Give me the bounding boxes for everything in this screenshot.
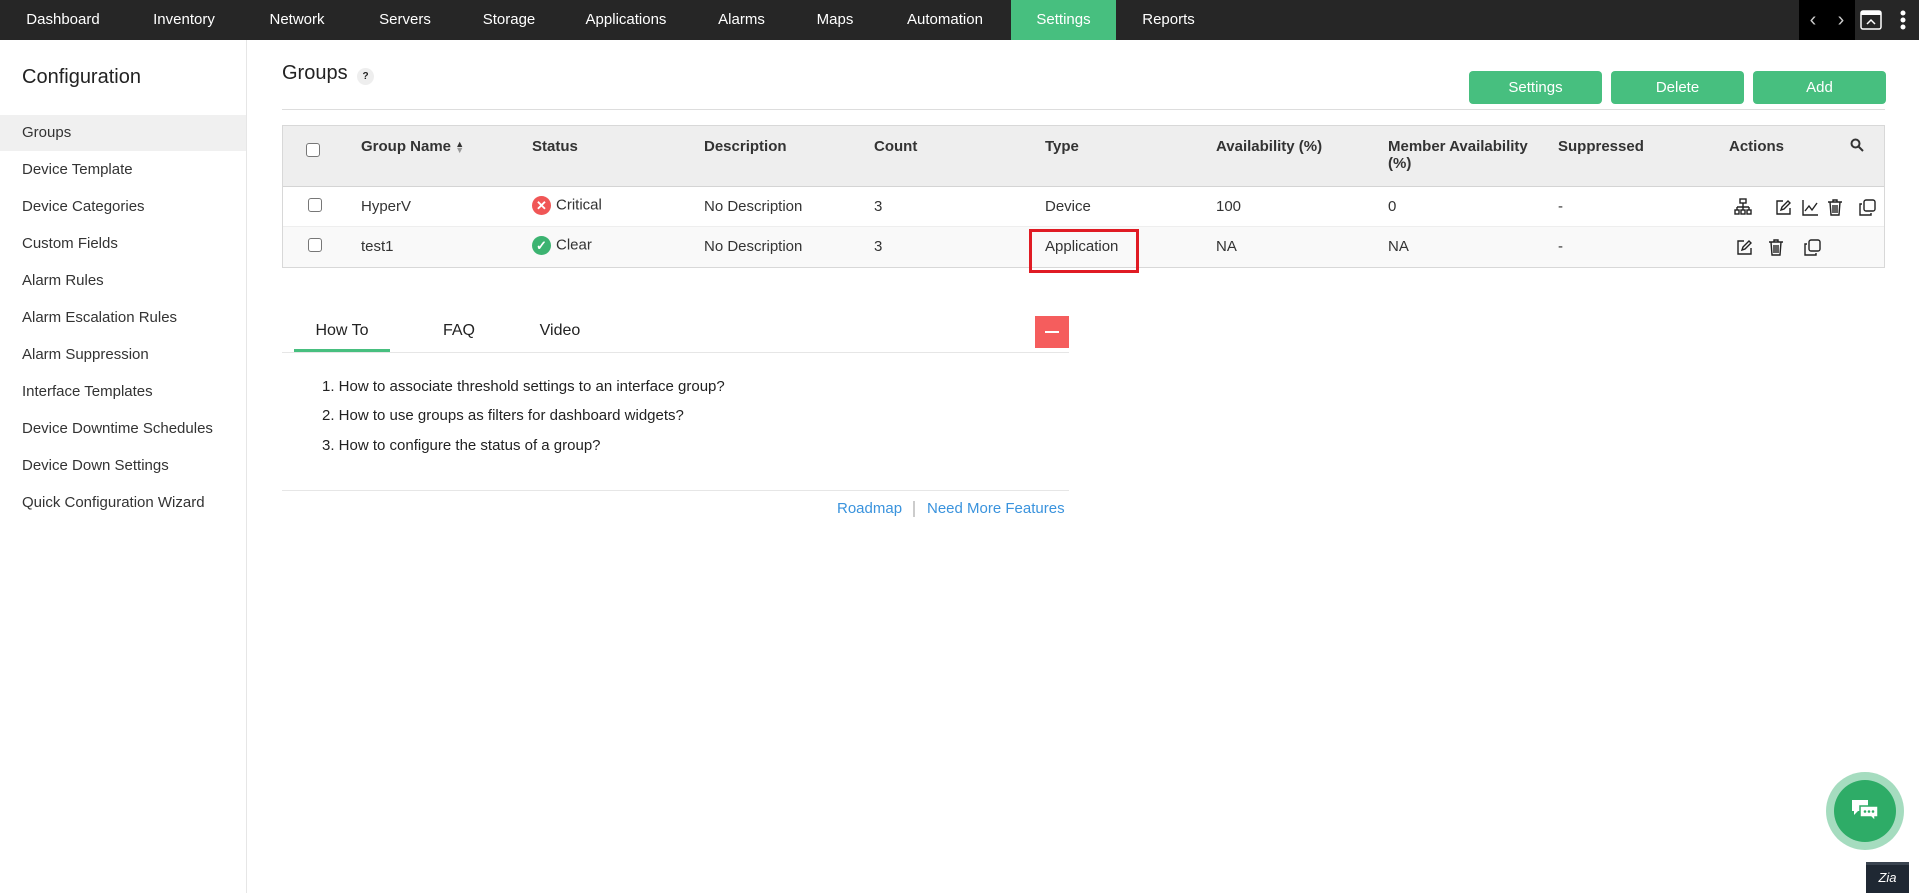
check-icon: ✓ xyxy=(532,236,551,255)
roadmap-link[interactable]: Roadmap xyxy=(837,500,903,517)
group-name[interactable]: test1 xyxy=(361,238,394,255)
sidebar-item-device-downtime-schedules[interactable]: Device Downtime Schedules xyxy=(22,420,213,437)
zia-button[interactable]: Zia xyxy=(1866,862,1909,893)
chat-icon xyxy=(1834,780,1896,842)
sort-icon: ▲ ▼ xyxy=(455,139,465,156)
trash-icon[interactable] xyxy=(1825,197,1845,217)
highlight-box xyxy=(1029,229,1139,273)
sidebar-item-alarm-rules[interactable]: Alarm Rules xyxy=(22,272,104,289)
sidebar-item-quick-configuration-wizard[interactable]: Quick Configuration Wizard xyxy=(22,494,205,511)
nav-automation[interactable]: Automation xyxy=(907,11,983,28)
row-checkbox[interactable] xyxy=(308,238,322,252)
status: ✕ Critical xyxy=(532,196,602,215)
col-description: Description xyxy=(704,138,787,155)
nav-settings[interactable]: Settings xyxy=(1011,0,1116,40)
help-item[interactable]: 2. How to use groups as filters for dash… xyxy=(322,407,684,424)
chat-button[interactable] xyxy=(1826,772,1904,850)
trash-icon[interactable] xyxy=(1766,237,1786,257)
col-member-availability: Member Availability (%) xyxy=(1388,138,1528,172)
groups-table: Group Name ▲ ▼ Status Description Count T… xyxy=(282,125,1885,268)
col-status: Status xyxy=(532,138,578,155)
copy-icon[interactable] xyxy=(1802,237,1822,257)
sidebar: Configuration Groups Device Template Dev… xyxy=(0,40,247,893)
nav-storage[interactable]: Storage xyxy=(482,11,536,28)
group-name[interactable]: HyperV xyxy=(361,198,412,215)
sidebar-item-groups[interactable]: Groups xyxy=(0,115,246,151)
col-type: Type xyxy=(1045,138,1079,155)
nav-inventory[interactable]: Inventory xyxy=(153,11,215,28)
tab-faq[interactable]: FAQ xyxy=(442,322,475,339)
col-availability: Availability (%) xyxy=(1216,138,1323,155)
edit-icon[interactable] xyxy=(1773,197,1793,217)
type: Device xyxy=(1045,198,1091,215)
availability: NA xyxy=(1216,238,1237,255)
add-button[interactable]: Add xyxy=(1753,71,1886,104)
sidebar-item-interface-templates[interactable]: Interface Templates xyxy=(22,383,153,400)
copy-icon[interactable] xyxy=(1857,197,1877,217)
settings-button[interactable]: Settings xyxy=(1469,71,1602,104)
suppressed: - xyxy=(1558,198,1563,215)
sidebar-item-alarm-suppression[interactable]: Alarm Suppression xyxy=(22,346,149,363)
tab-video[interactable]: Video xyxy=(539,322,581,339)
col-count: Count xyxy=(874,138,918,155)
member-availability: 0 xyxy=(1388,198,1397,215)
sidebar-item-device-down-settings[interactable]: Device Down Settings xyxy=(22,457,169,474)
page-title: Groups xyxy=(282,62,348,84)
col-actions: Actions xyxy=(1729,138,1785,155)
edit-icon[interactable] xyxy=(1734,237,1754,257)
nav-reports[interactable]: Reports xyxy=(1142,11,1195,28)
help-icon[interactable]: ? xyxy=(357,68,374,85)
window-icon[interactable] xyxy=(1855,0,1887,40)
nav-dashboard[interactable]: Dashboard xyxy=(26,11,100,28)
table-row: test1 ✓ Clear No Description 3 Applicatio… xyxy=(283,227,1884,267)
nav-maps[interactable]: Maps xyxy=(816,11,854,28)
select-all-checkbox[interactable] xyxy=(306,143,320,157)
top-nav: Dashboard Inventory Network Servers Stor… xyxy=(0,0,1919,40)
col-suppressed: Suppressed xyxy=(1558,138,1644,155)
need-more-features-link[interactable]: Need More Features xyxy=(927,500,1065,517)
divider xyxy=(282,109,1885,110)
hierarchy-icon[interactable] xyxy=(1733,197,1753,217)
sidebar-item-device-categories[interactable]: Device Categories xyxy=(22,198,145,215)
more-vertical-icon[interactable] xyxy=(1887,0,1919,40)
help-item[interactable]: 3. How to configure the status of a grou… xyxy=(322,437,601,454)
tab-how-to[interactable]: How To xyxy=(294,322,390,352)
divider xyxy=(282,490,1069,491)
sidebar-item-custom-fields[interactable]: Custom Fields xyxy=(22,235,118,252)
col-group-name[interactable]: Group Name ▲ ▼ xyxy=(361,138,465,156)
table-header: Group Name ▲ ▼ Status Description Count T… xyxy=(283,126,1884,187)
nav-network[interactable]: Network xyxy=(269,11,325,28)
nav-applications[interactable]: Applications xyxy=(585,11,667,28)
link-separator xyxy=(913,501,915,517)
chart-icon[interactable] xyxy=(1800,197,1820,217)
suppressed: - xyxy=(1558,238,1563,255)
description: No Description xyxy=(704,238,803,255)
status: ✓ Clear xyxy=(532,236,592,255)
sidebar-title: Configuration xyxy=(22,66,141,88)
nav-controls: ‹ › xyxy=(1799,0,1919,40)
sidebar-item-alarm-escalation-rules[interactable]: Alarm Escalation Rules xyxy=(22,309,178,326)
chevron-right-icon[interactable]: › xyxy=(1837,8,1845,31)
chevron-left-icon[interactable]: ‹ xyxy=(1809,8,1817,31)
sidebar-item-device-template[interactable]: Device Template xyxy=(22,161,133,178)
description: No Description xyxy=(704,198,803,215)
nav-servers[interactable]: Servers xyxy=(379,11,431,28)
member-availability: NA xyxy=(1388,238,1409,255)
count: 3 xyxy=(874,198,883,215)
help-item[interactable]: 1. How to associate threshold settings t… xyxy=(322,378,725,395)
nav-alarms[interactable]: Alarms xyxy=(718,11,765,28)
help-tabs: How To FAQ Video xyxy=(282,316,1069,353)
delete-button[interactable]: Delete xyxy=(1611,71,1744,104)
critical-icon: ✕ xyxy=(532,196,551,215)
table-row: HyperV ✕ Critical No Description 3 Device… xyxy=(283,187,1884,227)
type: Application xyxy=(1045,238,1119,255)
row-checkbox[interactable] xyxy=(308,198,322,212)
count: 3 xyxy=(874,238,883,255)
collapse-button[interactable] xyxy=(1035,316,1069,348)
search-icon[interactable] xyxy=(1850,138,1864,156)
availability: 100 xyxy=(1216,198,1242,215)
